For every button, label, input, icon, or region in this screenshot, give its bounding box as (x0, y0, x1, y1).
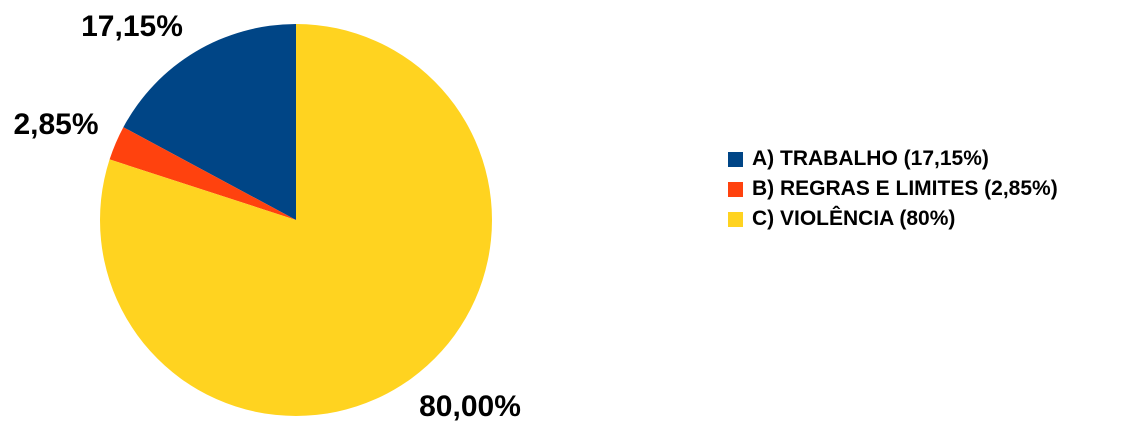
pie-data-label: 80,00% (419, 390, 521, 422)
legend-label: A) TRABALHO (17,15%) (752, 147, 989, 170)
pie-data-labels: 17,15% 2,85% 80,00% (13, 10, 520, 422)
chart-legend: A) TRABALHO (17,15%) B) REGRAS E LIMITES … (728, 144, 1058, 234)
pie-slice (123, 24, 296, 220)
legend-swatch (728, 151, 743, 167)
legend-swatch (728, 181, 743, 197)
pie-slices (99, 24, 492, 416)
legend-item: C) VIOLÊNCIA (80%) (728, 204, 1058, 234)
legend-item: A) TRABALHO (17,15%) (728, 144, 1058, 174)
pie-slice (109, 127, 296, 220)
pie-data-label: 17,15% (81, 10, 183, 43)
legend-label: C) VIOLÊNCIA (80%) (752, 207, 956, 230)
legend-item: B) REGRAS E LIMITES (2,85%) (728, 174, 1058, 204)
pie-slice (99, 24, 492, 416)
legend-label: B) REGRAS E LIMITES (2,85%) (752, 177, 1058, 200)
pie-data-label: 2,85% (13, 108, 98, 141)
legend-swatch (728, 211, 743, 227)
